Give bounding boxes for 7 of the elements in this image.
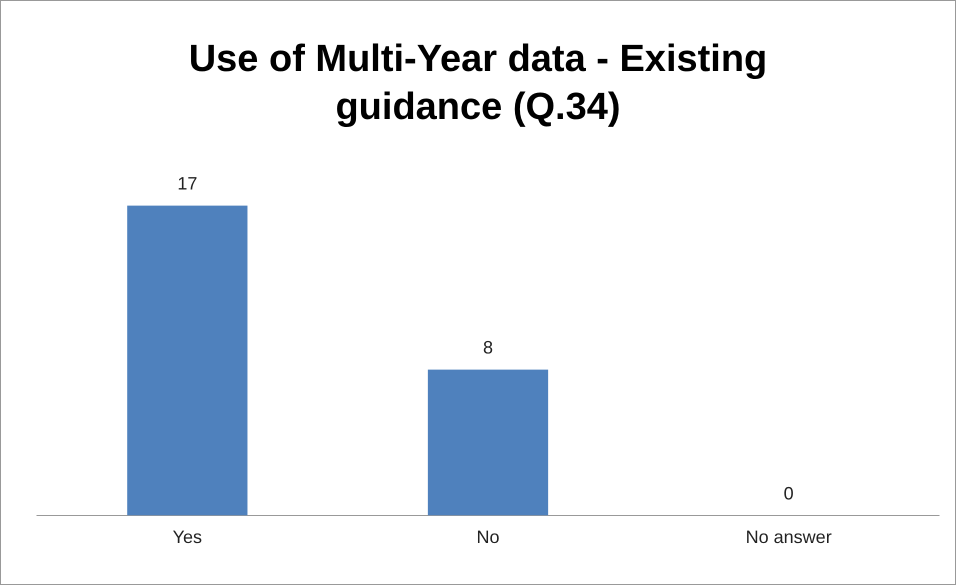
data-label: 0 <box>784 483 794 504</box>
x-tick-label: Yes <box>172 527 202 548</box>
x-tick-label: No answer <box>746 527 832 548</box>
data-label: 8 <box>482 338 494 358</box>
data-label: 17 <box>177 174 198 194</box>
x-tick-label: No <box>476 527 500 548</box>
chart-title: Use of Multi-Year data - Existing guidance (Q.34) <box>188 37 768 130</box>
